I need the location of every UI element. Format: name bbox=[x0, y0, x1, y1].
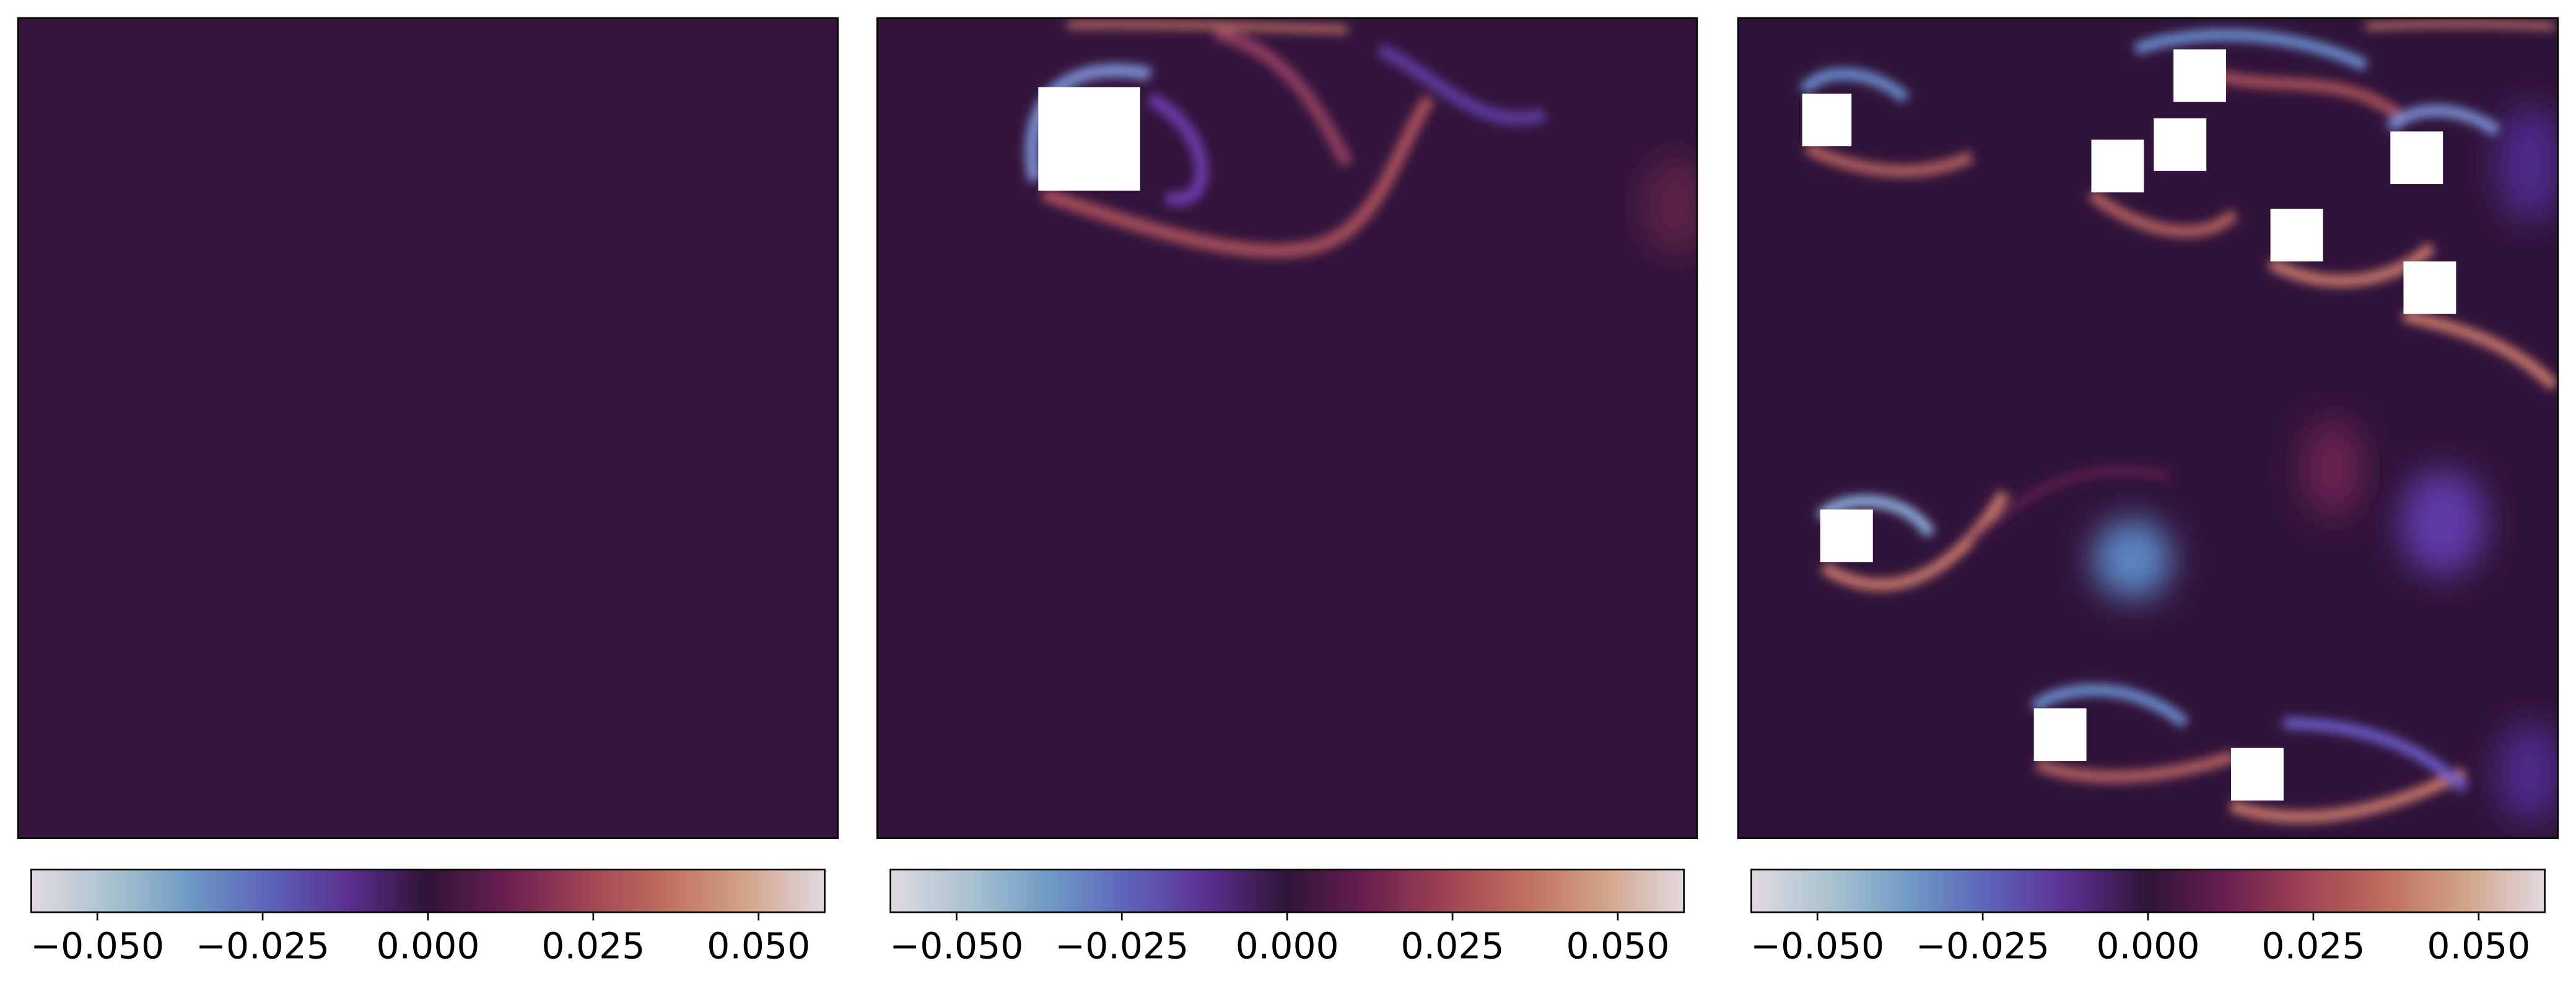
frame bbox=[17, 17, 839, 840]
field bbox=[877, 18, 1697, 838]
colorbar-tick-label: 0.000 bbox=[2097, 925, 2200, 967]
colorbar-tick-label: −0.025 bbox=[1055, 925, 1189, 967]
colorbar-tick-label: 0.025 bbox=[1401, 925, 1504, 967]
colorbar-tick-label: 0.050 bbox=[707, 925, 810, 967]
colorbar-tick-label: −0.050 bbox=[1750, 925, 1884, 967]
field bbox=[1738, 18, 2558, 838]
colorbar bbox=[1750, 868, 2546, 913]
colorbar bbox=[889, 868, 1685, 913]
colorbar-tick-label: −0.050 bbox=[30, 925, 164, 967]
frame bbox=[1737, 17, 2559, 840]
colorbar-tick-label: 0.025 bbox=[541, 925, 645, 967]
colorbar-tick-label: 0.050 bbox=[2427, 925, 2530, 967]
colorbar-tick-label: 0.050 bbox=[1566, 925, 1669, 967]
colorbar-tick-label: −0.050 bbox=[889, 925, 1023, 967]
colorbar-tick-label: 0.000 bbox=[376, 925, 479, 967]
colorbar-tick-label: −0.025 bbox=[196, 925, 330, 967]
colorbar-tick-label: 0.025 bbox=[2261, 925, 2365, 967]
colorbar-tick-label: −0.025 bbox=[1916, 925, 2050, 967]
frame bbox=[876, 17, 1698, 840]
field bbox=[18, 18, 838, 838]
colorbar-tick-label: 0.000 bbox=[1236, 925, 1339, 967]
colorbar bbox=[30, 868, 826, 913]
